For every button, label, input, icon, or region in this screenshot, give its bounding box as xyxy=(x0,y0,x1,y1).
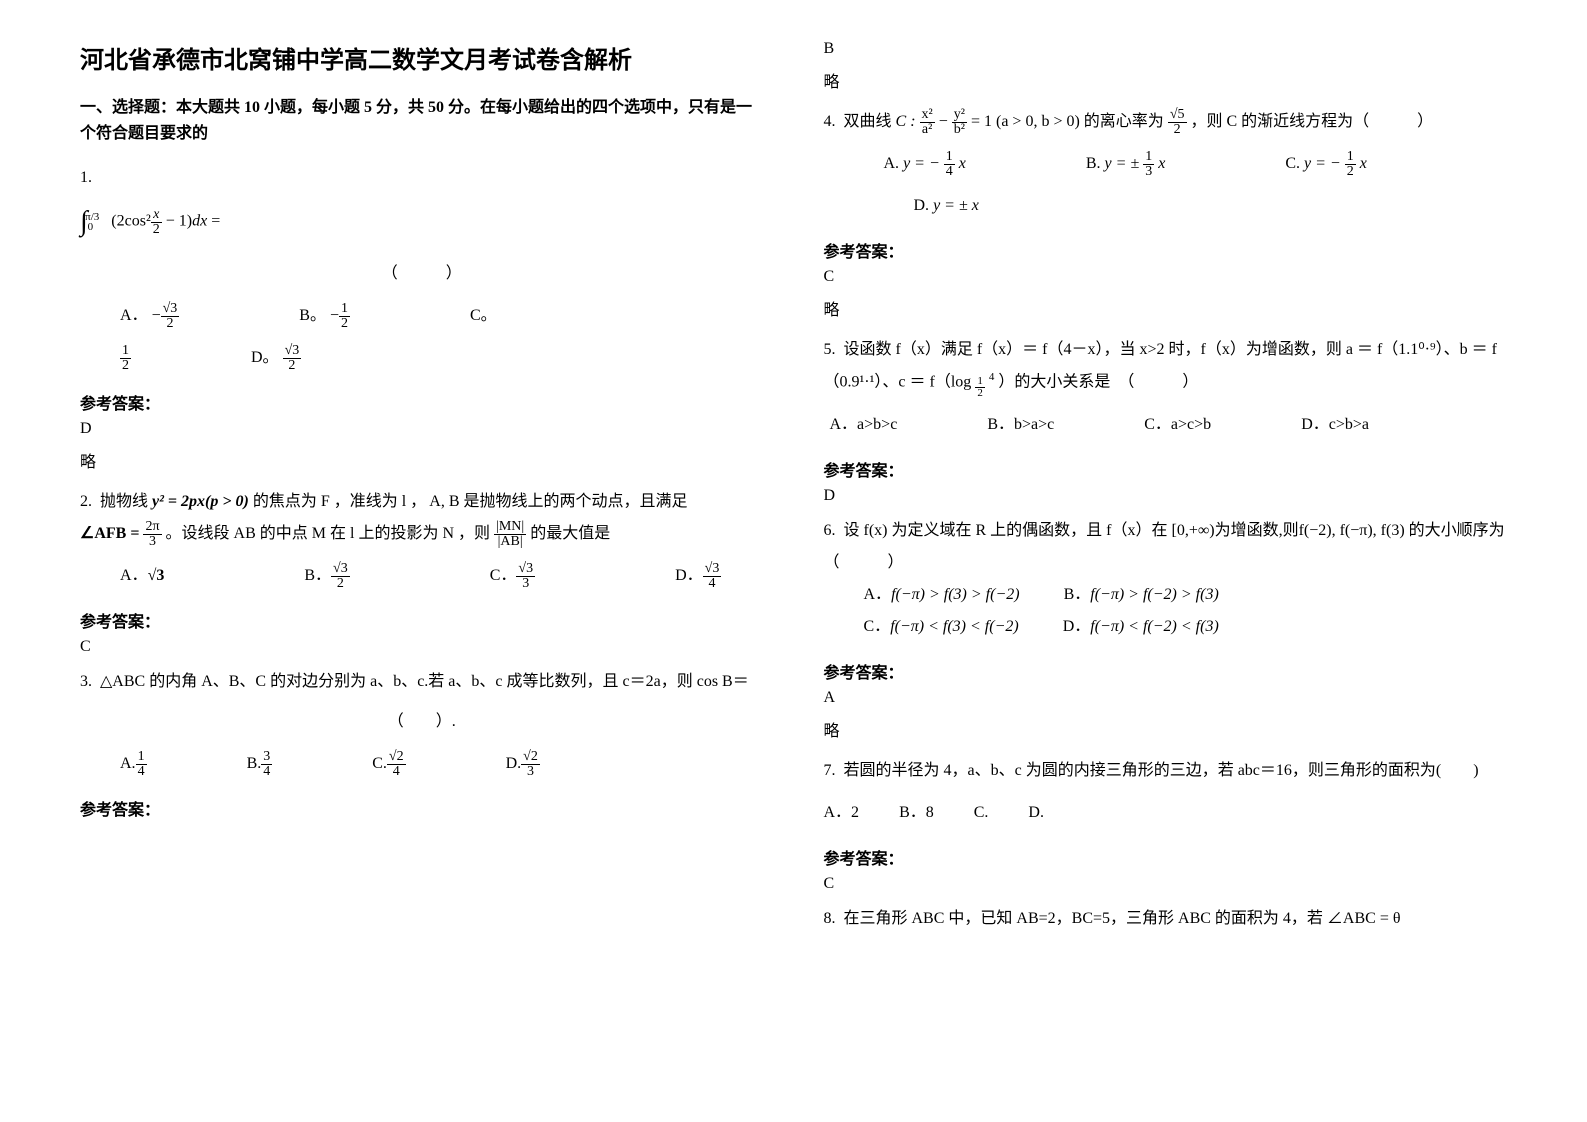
question-7: 7. 若圆的半径为 4，a、b、c 为圆的内接三角形的三边，若 abc＝16，则… xyxy=(824,755,1508,829)
q6-opt-d: D．f(−π) < f(−2) < f(3) xyxy=(1063,618,1219,635)
q2-t1: 抛物线 xyxy=(100,493,152,510)
question-2: 2. 抛物线 y² = 2px(p > 0) 的焦点为 F ，准线为 l ， A… xyxy=(80,486,764,592)
q8-angle: ∠ABC = θ xyxy=(1327,910,1401,927)
q2-t4: 的最大值是 xyxy=(530,525,610,542)
question-5: 5. 设函数 f（x）满足 f（x）＝ f（4－x），当 x>2 时，f（x）为… xyxy=(824,334,1508,441)
q6-opt-a: A．f(−π) > f(3) > f(−2) xyxy=(864,586,1020,603)
q1-options-row2: 12 D。 √32 xyxy=(120,342,764,374)
q4-options-row1: A. y = − 14 x B. y = ± 13 x C. y = − 12 … xyxy=(884,148,1508,180)
q1-paren: （ ） xyxy=(80,258,764,290)
q4-answer-label: 参考答案： xyxy=(824,238,1508,262)
q1-options-row1: A． −√32 B。 −12 C。 xyxy=(120,300,764,332)
q1-opt-b: B。 −12 xyxy=(299,300,350,332)
q6-interval: [0,+∞)为增函数,则f(−2), f(−π), f(3) xyxy=(1172,522,1405,539)
q2-number: 2. xyxy=(80,493,92,510)
q1-answer: D xyxy=(80,420,764,438)
q3-text: △ABC 的内角 A、B、C 的对边分别为 a、b、c.若 a、b、c 成等比数… xyxy=(100,673,749,690)
q2-t3: 。设线段 AB 的中点 M 在 l 上的投影为 N ，则 xyxy=(166,525,494,542)
q6-number: 6. xyxy=(824,522,836,539)
q2-answer-label: 参考答案： xyxy=(80,608,764,632)
q3-options: A.14 B.34 C.√24 D.√23 xyxy=(120,748,764,780)
q5-log-arg: 4 xyxy=(989,371,995,383)
q7-opt-c: C. xyxy=(974,797,989,829)
q1-answer-label: 参考答案： xyxy=(80,390,764,414)
q7-opt-a: A．2 xyxy=(824,797,860,829)
q7-opt-b: B．8 xyxy=(899,797,934,829)
q4-opt-a: A. y = − 14 x xyxy=(884,148,966,180)
q8-text: 在三角形 ABC 中，已知 AB=2，BC=5，三角形 ABC 的面积为 4，若 xyxy=(844,910,1327,927)
q2-t2: 的焦点为 F ，准线为 l ， A, B 是抛物线上的两个动点，且满足 xyxy=(253,493,688,510)
q2-ratio: |MN||AB| xyxy=(494,520,526,549)
q5-opt-c: C．a>c>b xyxy=(1144,409,1211,441)
q2-angle: ∠AFB = 2π3 xyxy=(80,525,166,542)
q2-options: A．√3 B．√32 C．√33 D．√34 xyxy=(120,560,764,592)
q6-options-row1: A．f(−π) > f(3) > f(−2) B．f(−π) > f(−2) >… xyxy=(864,579,1508,611)
q4-ecc: √52 xyxy=(1168,108,1187,137)
q5-answer: D xyxy=(824,487,1508,505)
q4-number: 4. xyxy=(824,113,836,130)
q4-t3: ，则 C 的渐近线方程为（ ） xyxy=(1191,113,1434,130)
q3-answer-label: 参考答案： xyxy=(80,796,764,820)
q6-answer-label: 参考答案： xyxy=(824,659,1508,683)
q4-opt-c: C. y = − 12 x xyxy=(1285,148,1366,180)
q4-opt-b: B. y = ± 13 x xyxy=(1086,148,1165,180)
q6-answer: A xyxy=(824,689,1508,707)
q4-hyperbola: C : x²a² − y²b² = 1 (a > 0, b > 0) xyxy=(896,113,1084,130)
q5-answer-label: 参考答案： xyxy=(824,457,1508,481)
q4-t1: 双曲线 xyxy=(844,113,896,130)
q5-opt-d: D．c>b>a xyxy=(1301,409,1369,441)
q4-answer: C xyxy=(824,268,1508,286)
q2-opt-d: D．√34 xyxy=(675,560,721,592)
q1-number: 1. xyxy=(80,169,92,186)
q1-opt-c: C。 xyxy=(470,300,497,332)
q1-opt-c-val: 12 xyxy=(120,342,131,374)
q5-number: 5. xyxy=(824,341,836,358)
q5-opt-b: B．b>a>c xyxy=(987,409,1054,441)
q1-opt-d: D。 √32 xyxy=(251,342,301,374)
question-1: 1. ∫0π/3 (2cos²x2 − 1)dx = （ ） A． −√32 B… xyxy=(80,162,764,374)
q2-opt-a: A．√3 xyxy=(120,560,164,592)
q2-answer: C xyxy=(80,638,764,656)
question-8: 8. 在三角形 ABC 中，已知 AB=2，BC=5，三角形 ABC 的面积为 … xyxy=(824,903,1508,935)
q6-opt-c: C．f(−π) < f(3) < f(−2) xyxy=(864,618,1019,635)
q4-opt-d: D. y = ± x xyxy=(914,190,979,222)
q2-opt-c: C．√33 xyxy=(490,560,535,592)
q3-opt-d: D.√23 xyxy=(506,748,540,780)
q7-number: 7. xyxy=(824,762,836,779)
q4-t2: 的离心率为 xyxy=(1084,113,1168,130)
q1-equals: = xyxy=(211,213,220,230)
q5-opt-a: A．a>b>c xyxy=(830,409,898,441)
q7-opt-d: D. xyxy=(1028,797,1044,829)
q6-t1: 设 f(x) 为定义域在 R 上的偶函数，且 f（x）在 xyxy=(844,522,1168,539)
q2-opt-b: B．√32 xyxy=(304,560,349,592)
q6-options-row2: C．f(−π) < f(3) < f(−2) D．f(−π) < f(−2) <… xyxy=(864,611,1508,643)
q7-answer: C xyxy=(824,875,1508,893)
q3-opt-c: C.√24 xyxy=(372,748,405,780)
page-title: 河北省承德市北窝铺中学高二数学文月考试卷含解析 xyxy=(80,40,764,75)
question-4: 4. 双曲线 C : x²a² − y²b² = 1 (a > 0, b > 0… xyxy=(824,106,1508,222)
q8-number: 8. xyxy=(824,910,836,927)
q4-options-row2: D. y = ± x xyxy=(914,190,1508,222)
q7-options: A．2 B．8 C. D. xyxy=(824,797,1508,829)
q4-skip: 略 xyxy=(824,296,1508,320)
question-3: 3. △ABC 的内角 A、B、C 的对边分别为 a、b、c.若 a、b、c 成… xyxy=(80,666,764,780)
q3-opt-b: B.34 xyxy=(247,748,273,780)
section-1-intro: 一、选择题：本大题共 10 小题，每小题 5 分，共 50 分。在每小题给出的四… xyxy=(80,95,764,146)
q1-skip: 略 xyxy=(80,448,764,472)
q3-paren: （ ）. xyxy=(80,706,764,738)
q3-answer: B xyxy=(824,40,1508,58)
q2-parabola: y² = 2px(p > 0) xyxy=(152,493,249,510)
q7-answer-label: 参考答案： xyxy=(824,845,1508,869)
q1-integral: ∫0π/3 (2cos²x2 − 1)dx = xyxy=(80,194,220,250)
q7-text: 若圆的半径为 4，a、b、c 为圆的内接三角形的三边，若 abc＝16，则三角形… xyxy=(844,762,1479,779)
q5-t2: ）的大小关系是 （ ） xyxy=(998,373,1198,390)
q6-skip: 略 xyxy=(824,717,1508,741)
q5-options: A．a>b>c B．b>a>c C．a>c>b D．c>b>a xyxy=(830,409,1508,441)
question-6: 6. 设 f(x) 为定义域在 R 上的偶函数，且 f（x）在 [0,+∞)为增… xyxy=(824,515,1508,643)
q6-opt-b: B．f(−π) > f(−2) > f(3) xyxy=(1064,586,1219,603)
q1-opt-a: A． −√32 xyxy=(120,300,179,332)
q3-skip: 略 xyxy=(824,68,1508,92)
q3-opt-a: A.14 xyxy=(120,748,147,780)
q3-number: 3. xyxy=(80,673,92,690)
